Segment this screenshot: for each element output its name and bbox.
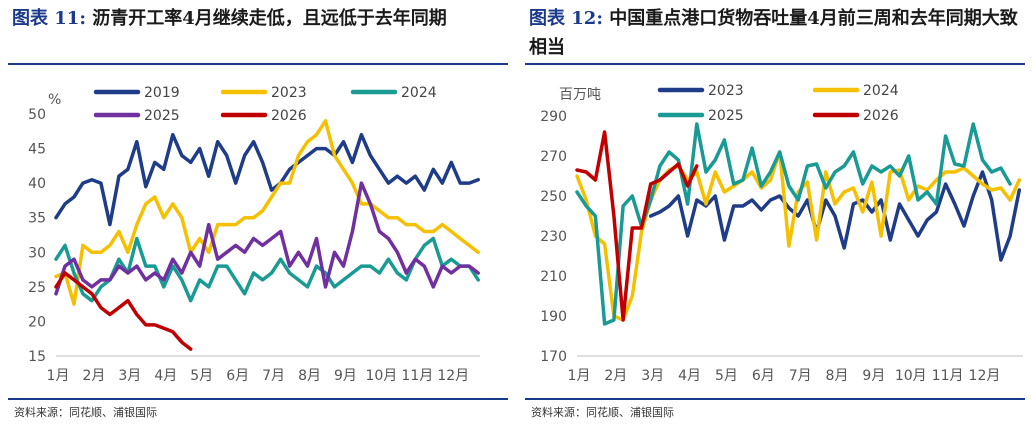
source-note: 资料来源：同花顺、浦银国际 <box>14 406 157 419</box>
x-tick-label: 11月 <box>932 368 964 384</box>
series-line-2025 <box>575 122 1012 326</box>
x-tick-label: 10月 <box>365 368 397 384</box>
title-text: 沥青开工率4月继续走低，且远低于去年同期 <box>92 8 447 29</box>
y-tick-label: 270 <box>540 149 567 165</box>
top-rule <box>8 63 508 65</box>
x-tick-label: 6月 <box>226 368 249 384</box>
x-tick-label: 7月 <box>262 368 285 384</box>
x-tick-label: 5月 <box>715 368 738 384</box>
x-tick-label: 11月 <box>401 368 433 384</box>
y-tick-label: 290 <box>540 109 567 125</box>
line-chart-port-throughput: 百万吨 170 190 210 230 250 270 290 1月 2月 3月 4月 5月 6月 7月 8月… <box>540 83 1023 384</box>
legend-label-2023: 2023 <box>271 85 307 101</box>
y-tick-label: 230 <box>540 229 567 245</box>
y-tick-label: 50 <box>28 107 46 123</box>
y-tick-label: 190 <box>540 309 567 325</box>
title-number: 11: <box>54 8 86 29</box>
bottom-rule <box>525 398 1025 400</box>
x-tick-label: 12月 <box>437 368 469 384</box>
x-tick-label: 9月 <box>862 368 885 384</box>
title-number: 12: <box>571 8 603 29</box>
x-tick-label: 1月 <box>568 368 591 384</box>
legend-label-2023: 2023 <box>708 83 744 99</box>
x-tick-label: 4月 <box>678 368 701 384</box>
title-text: 中国重点港口货物吞吐量4月前三周和去年同期大致相当 <box>529 8 1018 58</box>
y-tick-label: 250 <box>540 189 567 205</box>
legend-label-2024: 2024 <box>863 83 899 99</box>
x-tick-label: 6月 <box>752 368 775 384</box>
chart-panel-left: 图表 11: 沥青开工率4月继续走低，且远低于去年同期 % 15 20 25 30 35 4… <box>8 0 508 424</box>
top-rule <box>525 63 1025 65</box>
x-tick-label: 4月 <box>154 368 177 384</box>
x-tick-label: 10月 <box>895 368 927 384</box>
x-tick-label: 2月 <box>604 368 627 384</box>
y-tick-label: 25 <box>28 280 46 296</box>
title-prefix: 图表 <box>12 8 48 29</box>
y-tick-label: 35 <box>28 211 46 227</box>
y-unit-label: % <box>48 92 61 108</box>
legend-label-2025: 2025 <box>708 108 744 124</box>
y-tick-label: 30 <box>28 245 46 261</box>
series-line-2024 <box>54 236 480 303</box>
source-note: 资料来源：同花顺、浦银国际 <box>531 406 674 419</box>
x-tick-label: 5月 <box>190 368 213 384</box>
x-tick-label: 3月 <box>641 368 664 384</box>
title-prefix: 图表 <box>529 8 565 29</box>
x-tick-label: 8月 <box>826 368 849 384</box>
x-tick-label: 12月 <box>969 368 1001 384</box>
x-tick-label: 9月 <box>334 368 357 384</box>
chart-panel-right: 图表 12: 中国重点港口货物吞吐量4月前三周和去年同期大致相当 百万吨 170 1… <box>525 0 1025 424</box>
chart-title: 图表 12: 中国重点港口货物吞吐量4月前三周和去年同期大致相当 <box>529 4 1021 62</box>
bottom-rule <box>8 398 508 400</box>
series-line-2025 <box>54 181 480 296</box>
y-tick-label: 45 <box>28 142 46 158</box>
x-tick-label: 2月 <box>82 368 105 384</box>
series-line-2026 <box>54 271 193 351</box>
y-tick-label: 15 <box>28 349 46 365</box>
legend-label-2025: 2025 <box>144 108 180 124</box>
y-unit-label: 百万吨 <box>559 87 601 103</box>
y-tick-label: 210 <box>540 269 567 285</box>
series-line-2023 <box>648 170 1022 262</box>
series-line-2023 <box>54 119 480 306</box>
legend-label-2024: 2024 <box>401 85 437 101</box>
series-line-2019 <box>54 132 480 227</box>
legend-label-2026: 2026 <box>271 108 307 124</box>
x-tick-label: 7月 <box>789 368 812 384</box>
legend-label-2026: 2026 <box>863 108 899 124</box>
series-line-2026 <box>575 130 699 322</box>
chart-title: 图表 11: 沥青开工率4月继续走低，且远低于去年同期 <box>12 4 504 33</box>
y-tick-label: 20 <box>28 314 46 330</box>
x-tick-label: 1月 <box>47 368 70 384</box>
x-tick-label: 8月 <box>298 368 321 384</box>
y-tick-label: 40 <box>28 176 46 192</box>
x-tick-label: 3月 <box>118 368 141 384</box>
legend-label-2019: 2019 <box>144 85 180 101</box>
y-tick-label: 170 <box>540 349 567 365</box>
series-line-2024 <box>575 150 1022 322</box>
